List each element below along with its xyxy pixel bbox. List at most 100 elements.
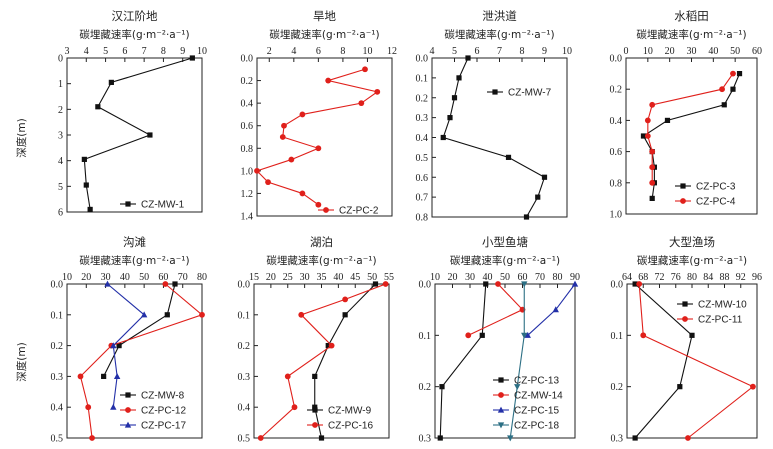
legend-label: CZ-PC-13: [514, 376, 559, 387]
x-tick-label: 30: [101, 272, 111, 283]
legend-label: CZ-PC-4: [696, 197, 736, 208]
y-tick-label: 6: [58, 208, 63, 219]
y-tick-label: 0.4: [416, 133, 429, 144]
data-point-cz-mw-9: [312, 373, 318, 379]
x-tick-label: 8: [340, 46, 345, 57]
data-point-cz-pc-13: [439, 384, 445, 390]
legend-item-cz-pc-4: CZ-PC-4: [675, 197, 736, 208]
y-tick-label: 0.4: [610, 116, 623, 127]
x-tick-label: 20: [81, 272, 91, 283]
x-tick-label: 60: [752, 46, 762, 57]
data-point-cz-pc-2: [374, 88, 381, 95]
y-tick-label: 1: [58, 79, 63, 90]
legend-marker: [680, 198, 686, 204]
legend-label: CZ-MW-10: [698, 300, 747, 311]
legend-label: CZ-MW-9: [328, 406, 372, 417]
data-point-cz-pc-11: [750, 383, 756, 390]
data-point-cz-pc-18: [514, 384, 521, 391]
x-tick-label: 10: [643, 46, 653, 57]
panel-title: 湖泊: [310, 235, 333, 249]
plot-frame: [66, 283, 203, 439]
x-axis-title: 碳埋藏速率(g·m⁻²·a⁻¹): [444, 28, 554, 41]
legend-label: CZ-PC-2: [339, 206, 379, 217]
legend-marker: [125, 392, 131, 398]
data-point-cz-pc-4: [719, 86, 725, 93]
legend-label: CZ-PC-12: [141, 406, 186, 417]
data-point-cz-mw-7: [456, 75, 462, 81]
y-tick-label: 0: [58, 54, 63, 65]
left-y-axis-label-bottom: 深度(m): [15, 342, 28, 381]
x-tick-label: 30: [465, 272, 475, 283]
y-tick-label: 0.5: [238, 434, 251, 445]
x-tick-label: 80: [197, 272, 207, 283]
x-tick-label: 50: [139, 272, 149, 283]
data-point-cz-pc-2: [358, 100, 365, 107]
data-point-cz-pc-15: [552, 306, 559, 313]
series-line-cz-mw-14: [468, 283, 524, 336]
data-point-cz-pc-2: [281, 122, 287, 129]
data-point-cz-mw-8: [101, 373, 107, 379]
panel-title: 小型鱼塘: [482, 235, 528, 249]
series-line-cz-pc-12: [79, 283, 204, 439]
x-tick-label: 50: [367, 272, 377, 283]
legend-marker: [124, 421, 132, 428]
x-tick-label: 8: [161, 46, 166, 57]
data-point-cz-pc-16: [328, 342, 335, 349]
x-tick-label: 6: [122, 46, 127, 57]
legend-item-cz-mw-9: CZ-MW-9: [307, 406, 372, 417]
panel-title: 汉江阶地: [112, 9, 158, 23]
data-point-cz-mw-8: [116, 343, 122, 349]
legend-label: CZ-PC-17: [141, 421, 186, 432]
x-tick-label: 10: [62, 272, 72, 283]
data-point-cz-mw-7: [523, 214, 530, 220]
data-point-cz-mw-8: [172, 281, 178, 287]
y-tick-label: 4: [58, 156, 63, 167]
y-tick-label: 0.3: [611, 434, 624, 445]
x-tick-label: 30: [300, 272, 310, 283]
x-tick-label: 80: [687, 272, 697, 283]
panel-title: 大型渔场: [669, 235, 715, 249]
data-point-cz-mw-9: [318, 435, 325, 441]
x-tick-label: 6: [475, 46, 480, 57]
x-tick-label: 6: [316, 46, 321, 57]
data-point-cz-pc-3: [736, 71, 743, 77]
y-tick-label: 0.3: [419, 434, 432, 445]
data-point-cz-pc-11: [640, 332, 647, 339]
x-axis-title: 碳埋藏速率(g·m⁻²·a⁻¹): [79, 254, 189, 267]
data-point-cz-mw-1: [189, 55, 195, 61]
data-point-cz-pc-3: [649, 195, 655, 201]
x-tick-label: 68: [638, 272, 648, 283]
series-line-cz-mw-8: [103, 283, 176, 377]
x-tick-label: 0: [624, 46, 629, 57]
legend-label: CZ-MW-8: [141, 391, 185, 402]
x-tick-label: 9: [180, 46, 185, 57]
data-point-cz-mw-7: [451, 95, 458, 101]
data-point-cz-pc-2: [299, 190, 306, 197]
y-tick-label: 0.5: [51, 434, 64, 445]
data-point-cz-pc-3: [730, 86, 736, 92]
y-tick-label: 0.3: [51, 372, 64, 383]
legend-item-cz-pc-13: CZ-PC-13: [493, 376, 559, 387]
x-tick-label: 7: [497, 46, 502, 57]
x-tick-label: 2: [267, 46, 272, 57]
x-tick-label: 70: [178, 272, 188, 283]
legend-item-cz-pc-12: CZ-PC-12: [120, 406, 186, 417]
y-tick-label: 0.7: [416, 193, 429, 204]
panel-title: 旱地: [313, 9, 336, 23]
legend-item-cz-pc-16: CZ-PC-16: [307, 421, 373, 432]
data-point-cz-mw-9: [372, 281, 379, 287]
data-point-cz-pc-2: [325, 77, 332, 84]
data-point-cz-mw-7: [440, 134, 446, 141]
y-tick-label: 1.2: [241, 189, 254, 200]
data-point-cz-pc-4: [730, 70, 736, 77]
data-point-cz-pc-2: [315, 145, 322, 152]
data-point-cz-mw-9: [325, 343, 331, 349]
data-point-cz-pc-16: [291, 404, 298, 411]
data-point-cz-pc-16: [257, 435, 264, 441]
x-tick-label: 4: [430, 46, 435, 57]
